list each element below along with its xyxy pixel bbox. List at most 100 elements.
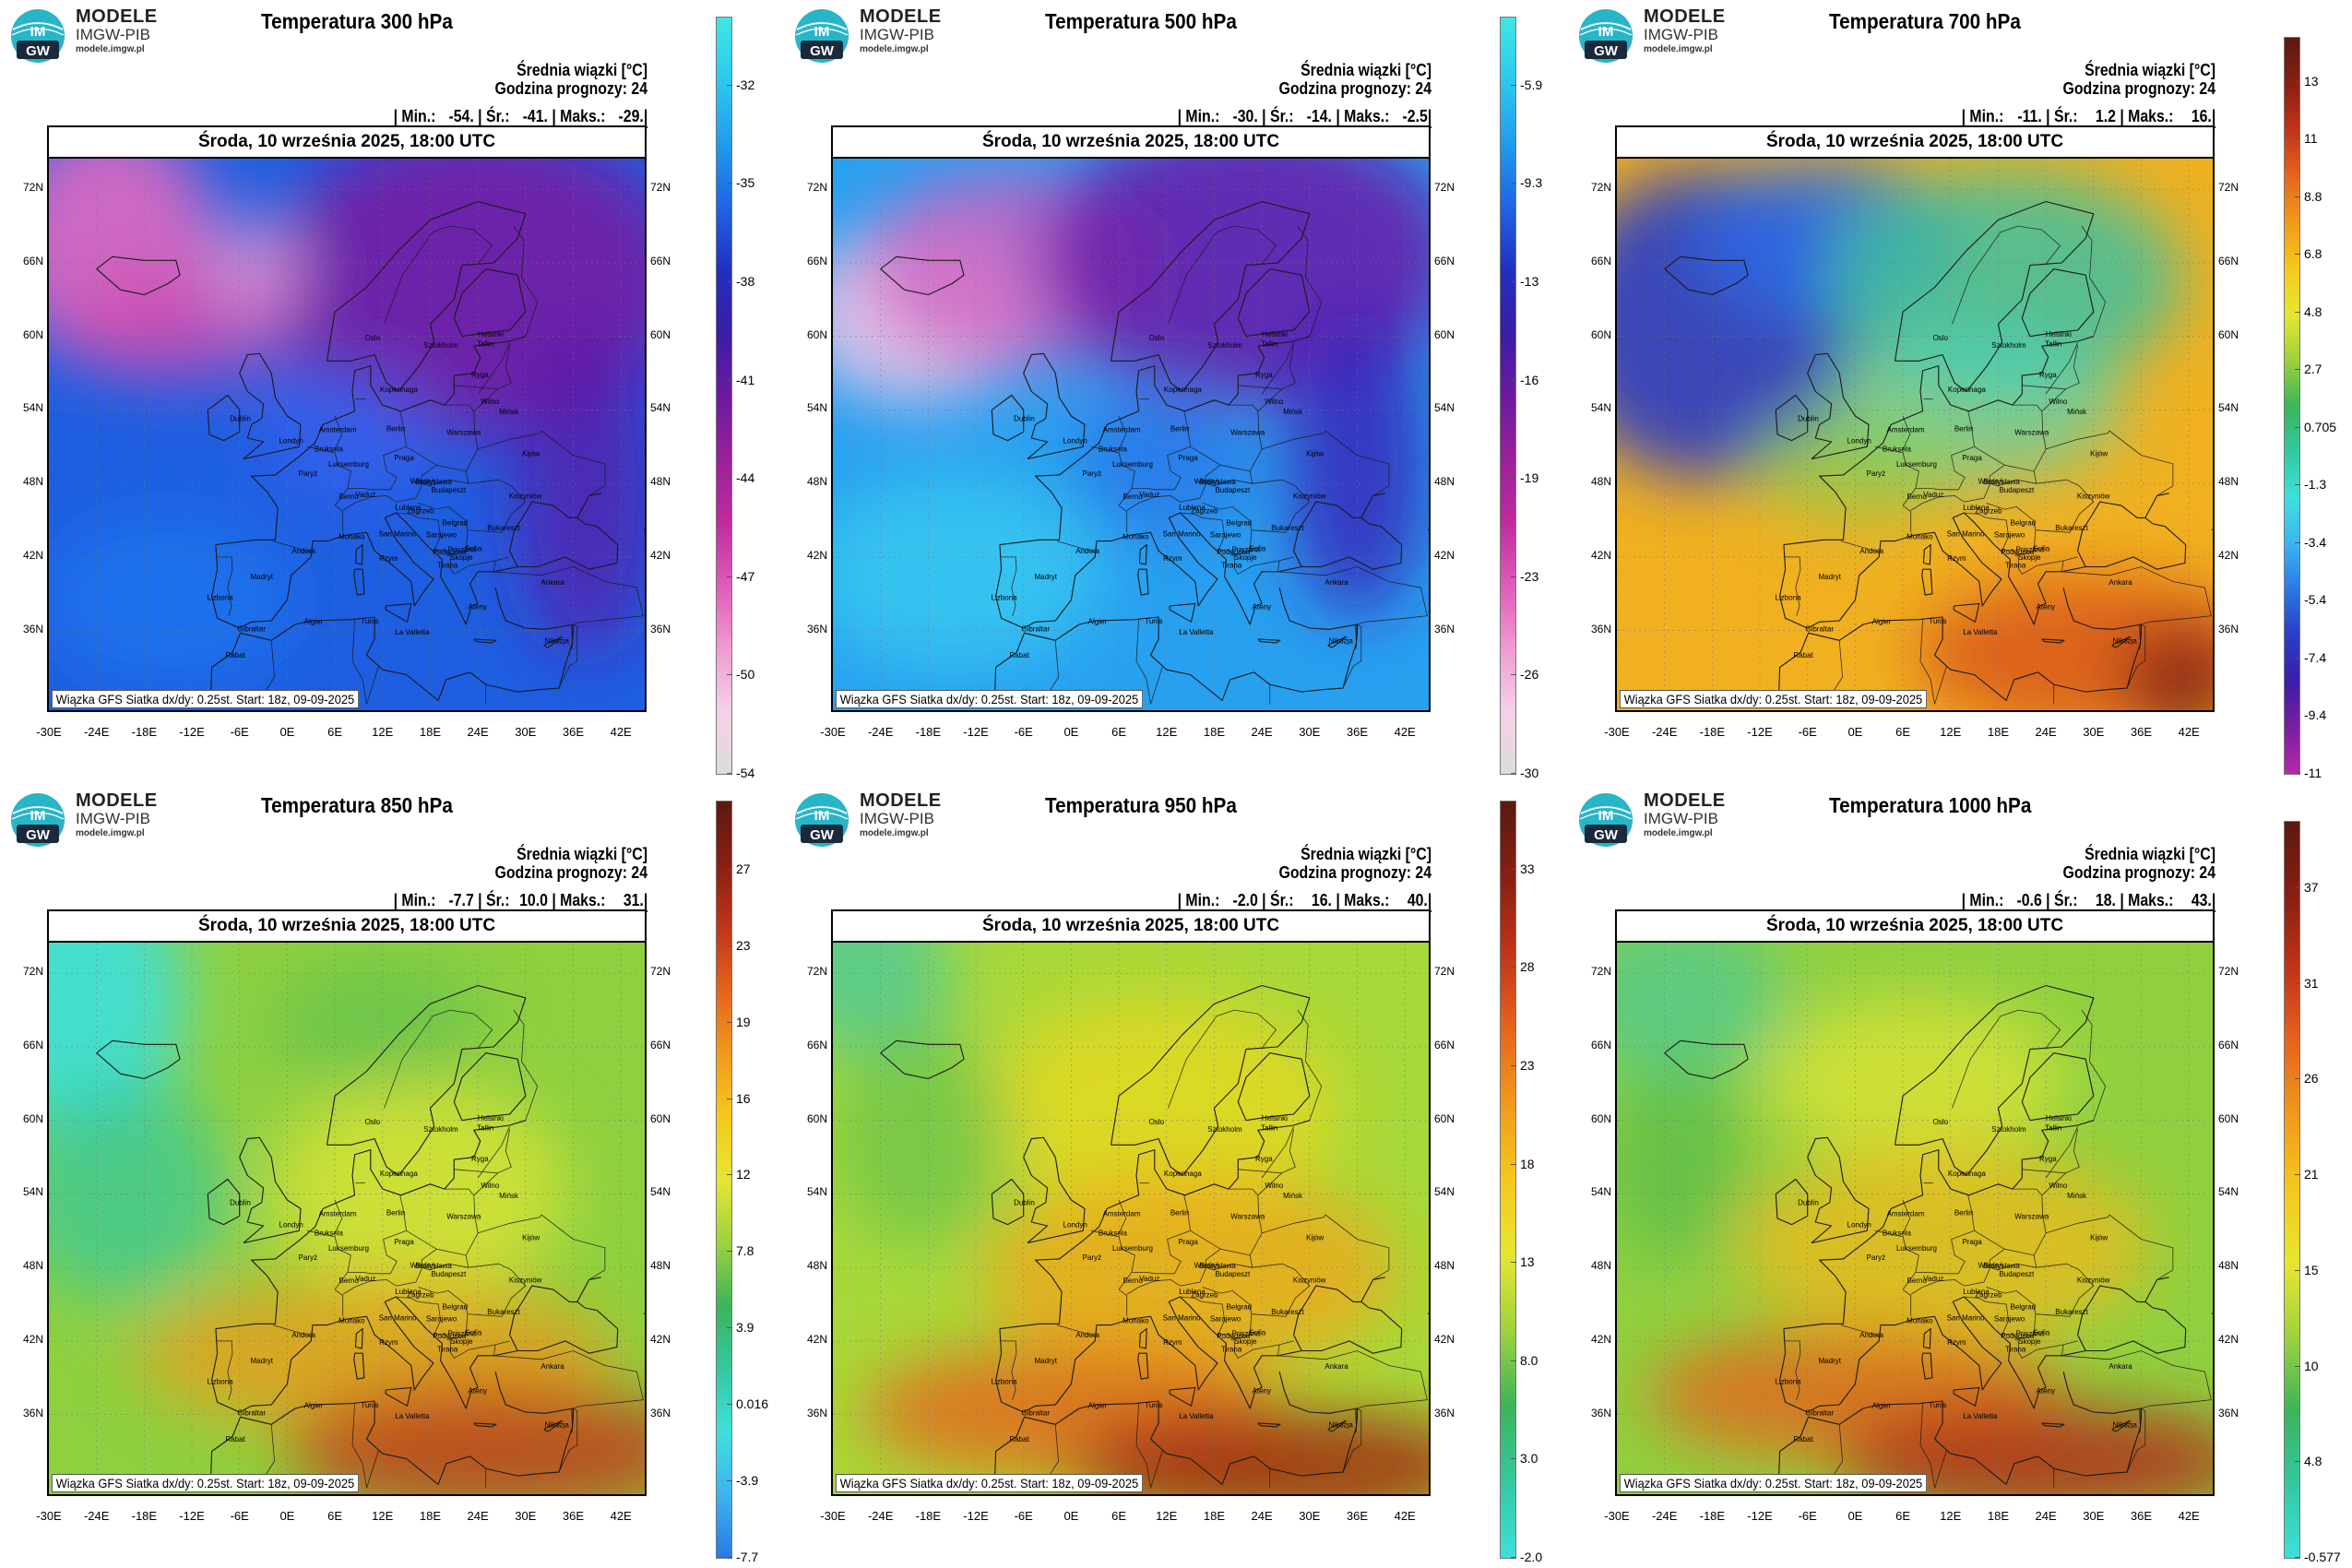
city-label: Oslo <box>1933 1118 1949 1126</box>
city-label: Algier <box>1872 618 1892 626</box>
latitude-label-right: 66N <box>1434 1038 1455 1051</box>
city-label: Madryt <box>1035 573 1058 581</box>
city-label: Ankara <box>1324 578 1348 587</box>
latitude-label-left: 72N <box>806 965 827 979</box>
city-label: Kijów <box>1306 450 1324 458</box>
colorbar-tick: 3.0 <box>1510 1451 1538 1467</box>
city-label: Ryga <box>1255 1155 1273 1163</box>
forecast-panel-6: IM GW MODELE IMGW-PIB modele.imgw.pl Tem… <box>1568 784 2352 1568</box>
brand-line1: MODELE <box>860 6 942 27</box>
city-label: Sofia <box>1249 1329 1266 1337</box>
city-label: Prisztina <box>448 545 477 553</box>
city-label: Berno <box>1123 493 1144 501</box>
panel-title: Temperatura 500 hPa <box>1045 9 1237 33</box>
colorbar <box>2284 37 2300 775</box>
colorbar-tick: -2.0 <box>1510 1550 1543 1564</box>
coastlines <box>880 200 1429 705</box>
colorbar-tick: 13 <box>1511 1254 1535 1270</box>
city-label: Paryż <box>1083 1253 1101 1262</box>
city-label: Nikozja <box>2113 1420 2138 1429</box>
brand-line2: IMGW-PIB <box>1644 26 1718 43</box>
field-blob <box>1736 1146 2154 1346</box>
city-label: Lublana <box>395 1288 422 1296</box>
latitude-label-right: 60N <box>2218 1111 2239 1125</box>
colorbar-tick: -7.4 <box>2294 649 2327 665</box>
colorbar-tick: 33 <box>1511 861 1535 876</box>
latitude-label-right: 72N <box>650 181 671 195</box>
min-label: Min.: <box>1969 891 2004 909</box>
city-label: Praga <box>1962 1238 1982 1246</box>
city-label: Dublin <box>1798 415 1819 423</box>
forecast-hour: Godzina prognozy: 24 <box>2062 863 2215 882</box>
city-label: Tirana <box>1221 562 1242 570</box>
brand-block: MODELE IMGW-PIB modele.imgw.pl <box>860 791 970 840</box>
city-label: Berno <box>339 1277 360 1285</box>
brand-line2: IMGW-PIB <box>76 810 150 827</box>
logo-text-bottom: GW <box>810 43 835 59</box>
city-label: Wilno <box>481 1182 500 1190</box>
city-label: Vaduz <box>355 491 375 499</box>
colorbar-tick: 15 <box>2295 1262 2319 1277</box>
city-label: San Marino <box>1163 530 1201 539</box>
brand-line2: IMGW-PIB <box>1644 810 1718 827</box>
city-label: Paryż <box>299 1253 317 1262</box>
longitude-label: -12E <box>179 725 205 739</box>
longitude-label: 12E <box>1156 1509 1178 1523</box>
city-label: Belgrad <box>1227 1303 1253 1312</box>
city-label: Kiszyniów <box>2077 492 2110 500</box>
city-label: Gibraltar <box>1805 1409 1834 1418</box>
city-label: Madryt <box>1819 1357 1842 1365</box>
city-label: Berno <box>1907 493 1928 501</box>
colorbar-tick: -54 <box>726 766 755 780</box>
latitude-label-right: 54N <box>1434 1185 1455 1199</box>
city-label: Algier <box>304 618 324 626</box>
latitude-label-left: 54N <box>22 1185 43 1199</box>
city-label: Vaduz <box>1923 1275 1943 1283</box>
city-label: Ankara <box>540 578 564 587</box>
city-label: Kijów <box>2090 450 2108 458</box>
city-label: Bratysława <box>416 478 453 486</box>
latitude-label-left: 72N <box>1590 181 1611 195</box>
city-label: Helsinki <box>2046 1114 2072 1123</box>
longitude-label: 30E <box>2083 725 2105 739</box>
panel-title: Temperatura 850 hPa <box>261 793 453 817</box>
longitude-label: 0E <box>279 725 295 739</box>
city-label: Skopje <box>2018 553 2041 562</box>
city-label: Mińsk <box>1283 408 1303 416</box>
latitude-label-right: 66N <box>650 1038 671 1051</box>
colorbar-tick: -23 <box>1510 568 1539 584</box>
colorbar-tick: -5.4 <box>2294 592 2327 608</box>
max-value: 16. <box>2191 107 2212 125</box>
imgw-logo: IM GW <box>1579 9 1633 63</box>
city-label: Bukareszt <box>2055 1308 2088 1316</box>
city-label: Budapeszt <box>1999 1270 2035 1278</box>
latitude-label-right: 36N <box>650 622 671 636</box>
city-label: Nikozja <box>545 1420 570 1429</box>
colorbar-tick: 28 <box>1511 959 1535 975</box>
latitude-label-left: 54N <box>22 401 43 415</box>
city-label: Skopje <box>450 553 473 562</box>
colorbar <box>716 17 732 775</box>
city-label: Sofia <box>2033 1329 2050 1337</box>
colorbar-tick: -9.4 <box>2294 707 2327 723</box>
city-label: Zagrzeb <box>1191 1290 1218 1299</box>
colorbar-tick: 23 <box>727 937 751 953</box>
longitude-label: -18E <box>915 725 942 739</box>
longitude-label: 18E <box>1203 1509 1226 1523</box>
city-label: Madryt <box>251 573 274 581</box>
city-label: Dublin <box>1798 1199 1819 1207</box>
city-label: Londyn <box>1847 437 1871 445</box>
city-label: Kopenhaga <box>380 386 418 394</box>
forecast-hour: Godzina prognozy: 24 <box>1278 79 1431 98</box>
longitude-label: 24E <box>467 725 489 739</box>
avg-value: 18. <box>2095 891 2116 909</box>
city-label: Londyn <box>1847 1221 1871 1229</box>
city-label: Sarajewo <box>1210 530 1241 539</box>
colorbar-tick: 11 <box>2295 131 2318 147</box>
brand-url: modele.imgw.pl <box>860 828 929 838</box>
brand-line1: MODELE <box>1644 6 1726 27</box>
longitude-label: 42E <box>2178 1509 2200 1523</box>
